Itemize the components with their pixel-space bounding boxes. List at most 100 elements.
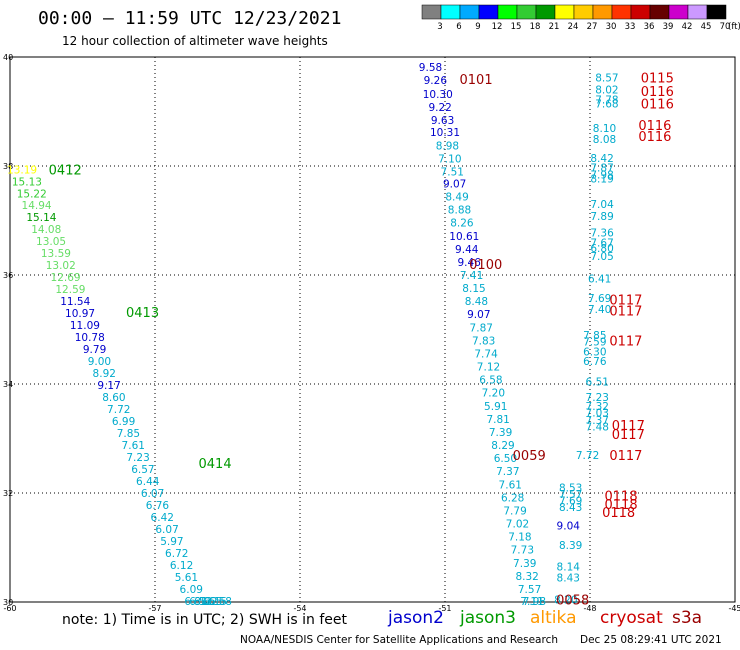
pass-time-label: 0117 bbox=[609, 304, 642, 319]
wave-height-point: 9.63 bbox=[431, 115, 454, 127]
colorbar-label: 6 bbox=[456, 22, 461, 32]
wave-height-point: 8.53 bbox=[559, 483, 582, 495]
pass-time-label: 0117 bbox=[612, 428, 645, 443]
wave-height-point: 10.30 bbox=[423, 89, 453, 101]
wave-height-point: 6.28 bbox=[501, 492, 524, 504]
footer-note: note: 1) Time is in UTC; 2) SWH is in fe… bbox=[62, 612, 348, 628]
colorbar-label: 27 bbox=[587, 22, 598, 32]
wave-height-point: 8.42 bbox=[590, 153, 613, 165]
wave-height-point: 8.14 bbox=[557, 562, 581, 574]
wave-height-point: 6.09 bbox=[180, 584, 203, 596]
wave-height-point: 6.42 bbox=[151, 512, 174, 524]
wave-height-point: 7.81 bbox=[486, 414, 509, 426]
wave-height-point: 13.05 bbox=[36, 236, 66, 248]
wave-height-point: 6.12 bbox=[170, 560, 193, 572]
wave-height-point: 6.80 bbox=[590, 243, 613, 255]
wave-height-point: 8.98 bbox=[436, 140, 459, 152]
colorbar-swatch bbox=[611, 4, 632, 20]
wave-height-point: 9.07 bbox=[467, 309, 490, 321]
wave-height-point: 7.20 bbox=[482, 388, 505, 400]
wave-height-point: 7.11 bbox=[520, 596, 543, 608]
wave-height-point: 14.94 bbox=[22, 200, 52, 212]
wave-height-point: 8.08 bbox=[593, 134, 616, 146]
wave-height-point: 7.48 bbox=[586, 422, 609, 434]
wave-height-point: 13.59 bbox=[41, 248, 71, 260]
wave-height-point: 7.89 bbox=[590, 211, 613, 223]
pass-time-label: 0100 bbox=[469, 258, 502, 273]
wave-height-point: 8.88 bbox=[448, 205, 471, 217]
wave-height-point: 7.73 bbox=[511, 545, 534, 557]
wave-height-point: 7.37 bbox=[496, 466, 519, 478]
wave-height-point: 7.05 bbox=[590, 251, 613, 263]
wave-height-point: 7.69 bbox=[559, 496, 582, 508]
legend-cryosat: cryosat bbox=[600, 608, 663, 628]
wave-height-point: 8.60 bbox=[102, 392, 125, 404]
colorbar-swatch bbox=[687, 4, 708, 20]
colorbar-label: 24 bbox=[568, 22, 579, 32]
colorbar-swatch bbox=[535, 4, 556, 20]
wave-height-point: 8.02 bbox=[595, 85, 618, 97]
wave-height-point: 7.61 bbox=[499, 479, 522, 491]
wave-height-point: 14.08 bbox=[31, 224, 61, 236]
colorbar-swatch bbox=[592, 4, 613, 20]
pass-time-label: 0118 bbox=[602, 506, 635, 521]
colorbar-swatch bbox=[649, 4, 670, 20]
wave-height-point: 6.22 bbox=[194, 596, 217, 608]
wave-height-point: 6.51 bbox=[586, 376, 609, 388]
wave-height-point: 9.04 bbox=[557, 521, 581, 533]
pass-time-label: 0117 bbox=[609, 449, 642, 464]
wave-height-point: 7.74 bbox=[474, 348, 498, 360]
colorbar-swatch bbox=[497, 4, 518, 20]
colorbar-swatch bbox=[554, 4, 575, 20]
wave-height-point: 7.79 bbox=[503, 505, 526, 517]
chart-title: 00:00 – 11:59 UTC 12/23/2021 bbox=[38, 8, 342, 29]
colorbar-swatch bbox=[668, 4, 689, 20]
colorbar-label: 30 bbox=[606, 22, 617, 32]
wave-height-point: 9.00 bbox=[88, 356, 111, 368]
wave-height-point: 10.31 bbox=[430, 127, 460, 139]
wave-height-point: 12.59 bbox=[55, 284, 85, 296]
wave-height-point: 6.07 bbox=[155, 524, 178, 536]
wave-height-point: 7.72 bbox=[107, 404, 130, 416]
colorbar-unit: (ft) bbox=[728, 22, 740, 32]
wave-height-point: 13.02 bbox=[46, 260, 76, 272]
wave-height-point: 6.72 bbox=[165, 548, 188, 560]
wave-height-point: 6.58 bbox=[479, 375, 502, 387]
wave-height-point: 8.92 bbox=[93, 368, 116, 380]
wave-height-point: 7.87 bbox=[470, 322, 493, 334]
wave-height-point: 7.39 bbox=[513, 558, 536, 570]
wave-height-point: 10.61 bbox=[449, 231, 479, 243]
y-tick-label: 34 bbox=[3, 380, 13, 389]
timestamp: Dec 25 08:29:41 UTC 2021 bbox=[580, 634, 722, 646]
wave-height-point: 8.49 bbox=[445, 192, 468, 204]
wave-height-point: 8.32 bbox=[515, 571, 538, 583]
pass-time-label: 0058 bbox=[556, 593, 589, 608]
legend-s3a: s3a bbox=[672, 608, 703, 628]
pass-time-label: 0118 bbox=[605, 490, 638, 505]
wave-height-point: 7.10 bbox=[438, 153, 461, 165]
colorbar-label: 42 bbox=[682, 22, 693, 32]
colorbar-label: 18 bbox=[530, 22, 541, 32]
wave-height-point: 10.78 bbox=[75, 332, 105, 344]
wave-height-point: 8.26 bbox=[450, 218, 474, 230]
wave-height-point: 9.26 bbox=[424, 75, 448, 87]
pass-time-label: 0101 bbox=[460, 73, 493, 88]
wave-height-point: 10.97 bbox=[65, 308, 95, 320]
wave-height-point: 7.57 bbox=[518, 584, 541, 596]
wave-height-point: 7.59 bbox=[583, 336, 606, 348]
wave-height-point: 7.68 bbox=[595, 98, 618, 110]
pass-time-label: 0117 bbox=[609, 294, 642, 309]
wave-height-point: 7.61 bbox=[122, 440, 145, 452]
wave-height-point: 7.12 bbox=[477, 362, 500, 374]
pass-time-label: 0115 bbox=[641, 72, 674, 87]
wave-height-point: 7.18 bbox=[508, 532, 531, 544]
wave-height-point: 15.13 bbox=[12, 176, 42, 188]
colorbar-label: 39 bbox=[663, 22, 674, 32]
wave-height-point: 11.54 bbox=[60, 296, 90, 308]
wave-height-point: 5.97 bbox=[160, 536, 183, 548]
y-tick-label: 30 bbox=[3, 598, 13, 607]
colorbar-swatch bbox=[706, 4, 727, 20]
wave-height-point: 6.57 bbox=[131, 464, 154, 476]
x-tick-label: -57 bbox=[148, 604, 161, 613]
wave-height-point: 6.12 bbox=[189, 596, 212, 608]
